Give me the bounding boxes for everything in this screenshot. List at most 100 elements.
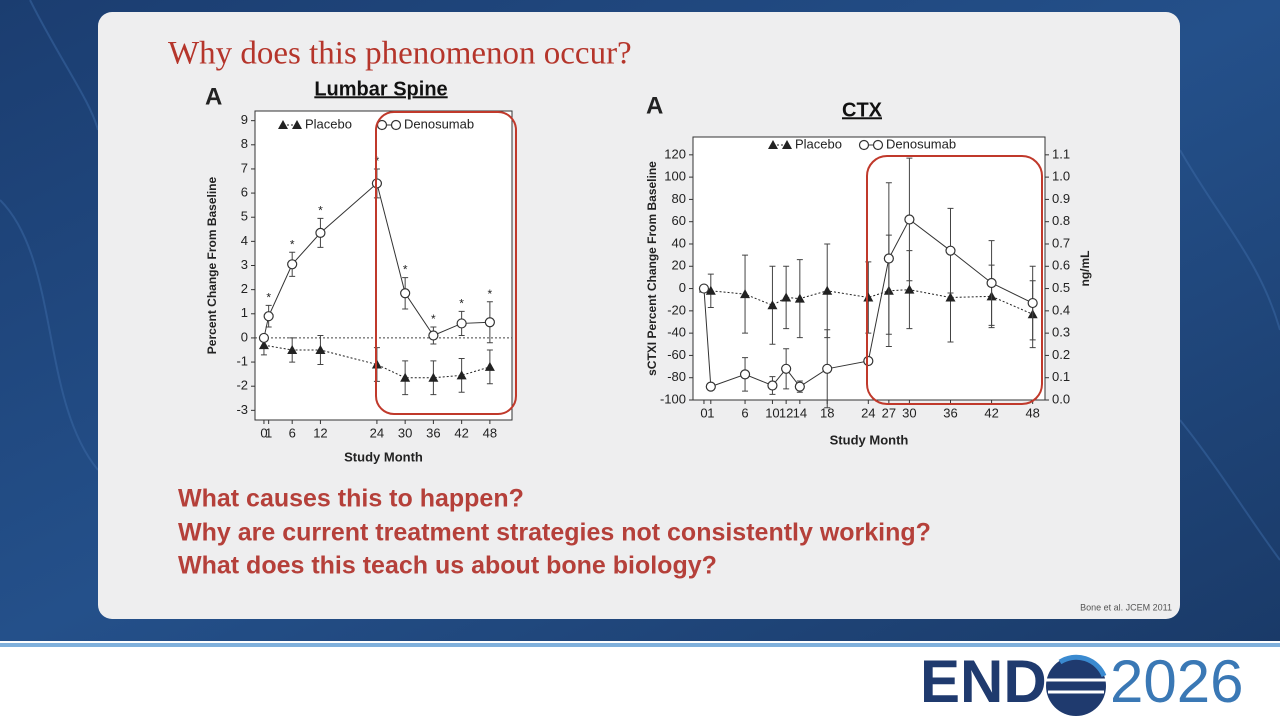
significance-label: * (266, 291, 271, 305)
x-tick-label: 6 (741, 405, 748, 420)
y2-tick-label: 0.7 (1052, 235, 1070, 250)
y-tick-label: 100 (664, 169, 686, 184)
question: What does this teach us about bone biolo… (178, 552, 717, 580)
x-tick-label: 0 (700, 405, 707, 420)
y-tick-label: 5 (241, 209, 248, 224)
question: What causes this to happen? (178, 485, 524, 513)
x-tick-label: 1 (707, 405, 714, 420)
y-tick-label: -100 (660, 391, 686, 406)
x-tick-label: 48 (483, 425, 497, 440)
marker (400, 288, 411, 299)
y-axis-title: sCTXI Percent Change From Baseline (645, 161, 659, 376)
y-tick-label: 80 (672, 191, 686, 206)
marker (986, 277, 997, 289)
marker (428, 330, 439, 341)
series-line (263, 344, 491, 379)
y2-axis-title: ng/mL (1078, 251, 1092, 287)
marker (945, 245, 956, 256)
y-tick-label: -1 (236, 354, 248, 369)
citation: Bone et al. JCEM 2011 (1080, 602, 1172, 612)
y-tick-label: -40 (667, 325, 686, 340)
y-tick-label: 0 (679, 280, 686, 295)
marker (767, 300, 778, 310)
logo-text: END (920, 648, 1047, 715)
y2-tick-label: 1.1 (1052, 146, 1070, 161)
chart-label: A (205, 83, 222, 110)
highlight-box (375, 111, 517, 415)
x-tick-label: 1 (265, 425, 272, 440)
y-tick-label: -3 (236, 402, 248, 417)
x-tick-label: 6 (289, 425, 296, 440)
significance-label: * (488, 287, 493, 301)
significance-label: * (290, 237, 295, 251)
charts: A Lumbar Spine Percent Change From Baselin… (205, 78, 1092, 464)
y-tick-label: 120 (664, 146, 686, 161)
y-tick-label: 2 (241, 281, 248, 296)
marker (1027, 297, 1038, 309)
x-tick-label: 42 (984, 405, 998, 420)
marker (781, 363, 792, 374)
y2-tick-label: 0.1 (1052, 369, 1070, 384)
y-tick-label: -20 (667, 302, 686, 317)
x-tick-label: 36 (426, 425, 440, 440)
x-tick-label: 30 (902, 405, 916, 420)
marker (484, 317, 495, 328)
x-tick-label: 27 (882, 405, 896, 420)
y2-tick-label: 0.3 (1052, 325, 1070, 340)
y-tick-label: 3 (241, 257, 248, 272)
marker (945, 292, 956, 302)
marker (315, 344, 326, 354)
y-tick-label: -2 (236, 378, 248, 393)
significance-label: * (318, 204, 323, 218)
legend-marker (390, 119, 402, 131)
y2-tick-label: 0.2 (1052, 347, 1070, 362)
footer-stripe (0, 643, 1280, 647)
legend-marker (768, 140, 778, 149)
legend-marker (872, 139, 884, 151)
marker (767, 380, 778, 391)
marker (883, 253, 894, 264)
marker (263, 311, 274, 322)
marker (705, 381, 716, 392)
x-tick-label: 0 (260, 425, 267, 440)
x-tick-label: 42 (454, 425, 468, 440)
highlight-box (866, 155, 1043, 405)
x-tick-label: 12 (779, 405, 793, 420)
x-tick-label: 36 (943, 405, 957, 420)
marker (904, 214, 915, 225)
y-tick-label: -60 (667, 347, 686, 362)
marker (456, 370, 467, 380)
marker (794, 293, 805, 303)
x-tick-label: 24 (370, 425, 384, 440)
y2-tick-label: 0.4 (1052, 302, 1070, 317)
marker (863, 355, 874, 367)
x-tick-label: 10 (765, 405, 779, 420)
y-tick-label: 4 (241, 233, 248, 248)
y-tick-label: 9 (241, 112, 248, 127)
marker (287, 259, 298, 270)
legend-marker (858, 139, 870, 151)
y-tick-label: 60 (672, 213, 686, 228)
marker (863, 292, 874, 302)
marker (456, 318, 467, 329)
y-tick-label: 1 (241, 305, 248, 320)
significance-label: * (459, 297, 464, 311)
marker (400, 372, 411, 382)
y-tick-label: 20 (672, 258, 686, 273)
y-axis-title: Percent Change From Baseline (205, 176, 219, 354)
marker (698, 283, 710, 294)
legend-label: Placebo (305, 116, 352, 131)
background-pattern (0, 0, 1280, 561)
marker (904, 284, 915, 294)
y-tick-label: 0 (241, 329, 248, 344)
marker (258, 340, 269, 350)
marker (258, 332, 270, 344)
marker (739, 369, 751, 380)
marker (484, 361, 495, 371)
y2-tick-label: 0.0 (1052, 391, 1070, 406)
x-tick-label: 14 (793, 405, 807, 420)
x-axis-title: Study Month (344, 449, 423, 464)
y2-tick-label: 1.0 (1052, 169, 1070, 184)
plot-frame (254, 110, 513, 421)
